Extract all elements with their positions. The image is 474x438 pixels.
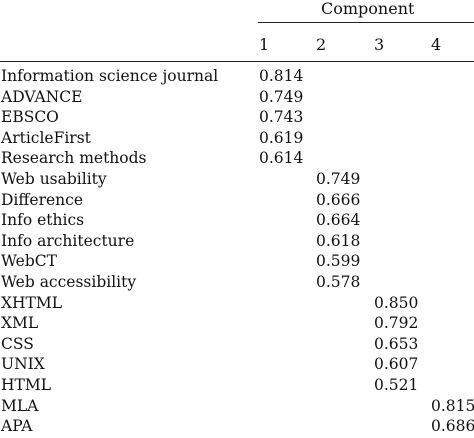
row-label: HTML xyxy=(1,376,52,394)
row-label: Info ethics xyxy=(1,211,85,230)
row-label: ADVANCE xyxy=(1,87,83,106)
table-row: Difference 0.666 xyxy=(0,190,474,211)
loading-value: 0.666 xyxy=(316,190,361,209)
row-label: XHTML xyxy=(1,293,63,312)
loading-value: 0.743 xyxy=(259,108,304,127)
row-label: ArticleFirst xyxy=(1,128,91,147)
column-header-4: 4 xyxy=(431,35,442,54)
table-row: CSS 0.653 xyxy=(0,334,474,355)
table-row: XML 0.792 xyxy=(0,313,474,334)
table-row: ArticleFirst 0.619 xyxy=(0,128,474,149)
table-row: Web accessibility 0.578 xyxy=(0,272,474,293)
table-row: WebCT 0.599 xyxy=(0,251,474,272)
loading-value: 0.578 xyxy=(316,273,361,291)
table-row: EBSCO 0.743 xyxy=(0,107,474,128)
loading-value: 0.618 xyxy=(316,231,361,250)
table-row: APA 0.686 xyxy=(0,416,474,437)
table-row: XHTML 0.850 xyxy=(0,293,474,314)
loading-value: 0.607 xyxy=(374,355,419,374)
row-label: Information science journal xyxy=(1,67,219,85)
table-row: Info architecture 0.618 xyxy=(0,231,474,252)
loading-value: 0.749 xyxy=(259,87,304,106)
loading-value: 0.792 xyxy=(374,314,419,333)
loading-value: 0.521 xyxy=(374,376,419,394)
row-label: XML xyxy=(1,314,39,333)
table-row: HTML 0.521 xyxy=(0,375,474,396)
header-rule xyxy=(0,61,474,62)
loading-value: 0.653 xyxy=(374,334,419,353)
row-label: APA xyxy=(1,417,33,436)
row-label: Web accessibility xyxy=(1,273,137,291)
loading-value: 0.814 xyxy=(259,67,304,85)
row-label: UNIX xyxy=(1,355,45,374)
row-label: Research methods xyxy=(1,149,147,168)
table-row: MLA 0.815 xyxy=(0,396,474,417)
loading-value: 0.686 xyxy=(431,417,474,436)
column-header-3: 3 xyxy=(374,35,385,54)
loading-value: 0.599 xyxy=(316,252,361,271)
row-label: Info architecture xyxy=(1,231,135,250)
spanner-rule xyxy=(258,22,474,23)
row-label: MLA xyxy=(1,396,39,415)
loading-value: 0.614 xyxy=(259,149,304,168)
component-spanner-header: Component xyxy=(321,0,415,18)
table-row: UNIX 0.607 xyxy=(0,354,474,375)
column-header-1: 1 xyxy=(259,35,270,54)
table-row: Information science journal 0.814 xyxy=(0,66,474,87)
loading-value: 0.815 xyxy=(431,396,474,415)
row-label: EBSCO xyxy=(1,108,59,127)
table-row: Web usability 0.749 xyxy=(0,169,474,190)
table-row: Info ethics 0.664 xyxy=(0,210,474,231)
row-label: Web usability xyxy=(1,170,107,188)
loading-value: 0.619 xyxy=(259,128,304,147)
column-header-2: 2 xyxy=(316,35,327,54)
row-label: Difference xyxy=(1,190,83,209)
loading-value: 0.850 xyxy=(374,293,419,312)
table-row: ADVANCE 0.749 xyxy=(0,87,474,108)
row-label: WebCT xyxy=(1,252,57,271)
table-row: Research methods 0.614 xyxy=(0,148,474,169)
loading-value: 0.664 xyxy=(316,211,361,230)
loading-value: 0.749 xyxy=(316,170,361,188)
row-label: CSS xyxy=(1,334,34,353)
